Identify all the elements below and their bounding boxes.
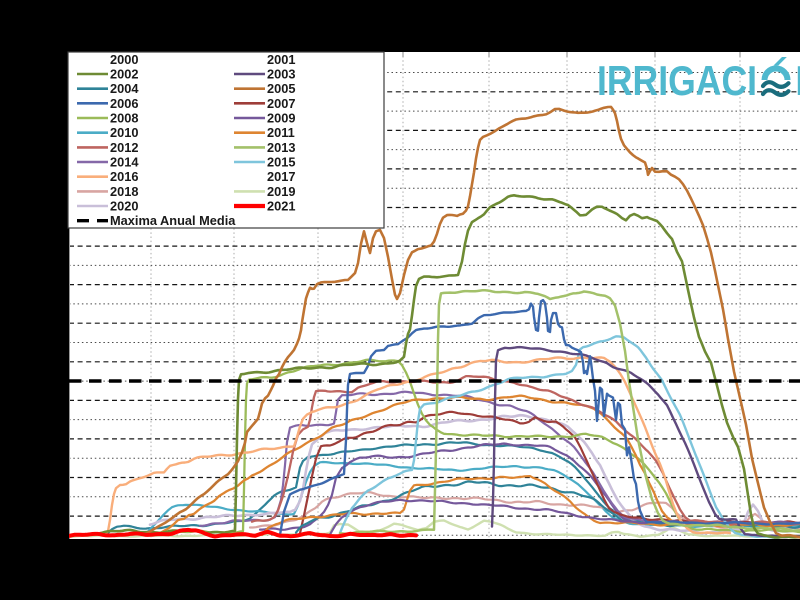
svg-text:2019: 2019 <box>267 184 295 199</box>
svg-text:2003: 2003 <box>267 67 295 82</box>
svg-text:2006: 2006 <box>110 96 138 111</box>
svg-text:2011: 2011 <box>267 125 295 140</box>
svg-text:2021: 2021 <box>267 199 295 214</box>
svg-text:2009: 2009 <box>267 111 295 126</box>
svg-text:2014: 2014 <box>110 155 139 170</box>
svg-text:2018: 2018 <box>110 184 138 199</box>
svg-text:2020: 2020 <box>110 199 138 214</box>
svg-text:2001: 2001 <box>267 52 295 67</box>
svg-text:2002: 2002 <box>110 67 138 82</box>
svg-text:2015: 2015 <box>267 155 295 170</box>
svg-text:2007: 2007 <box>267 96 295 111</box>
svg-text:2004: 2004 <box>110 81 139 96</box>
svg-text:2010: 2010 <box>110 125 138 140</box>
svg-text:2008: 2008 <box>110 111 138 126</box>
svg-text:2012: 2012 <box>110 140 138 155</box>
svg-text:2017: 2017 <box>267 169 295 184</box>
svg-text:IRRIGACI: IRRIGACI <box>597 57 757 104</box>
svg-text:2000: 2000 <box>110 52 138 67</box>
svg-text:N: N <box>795 57 800 104</box>
svg-text:2005: 2005 <box>267 81 295 96</box>
svg-text:Maxima Anual Media: Maxima Anual Media <box>110 213 236 228</box>
svg-text:2013: 2013 <box>267 140 295 155</box>
svg-text:2016: 2016 <box>110 169 138 184</box>
